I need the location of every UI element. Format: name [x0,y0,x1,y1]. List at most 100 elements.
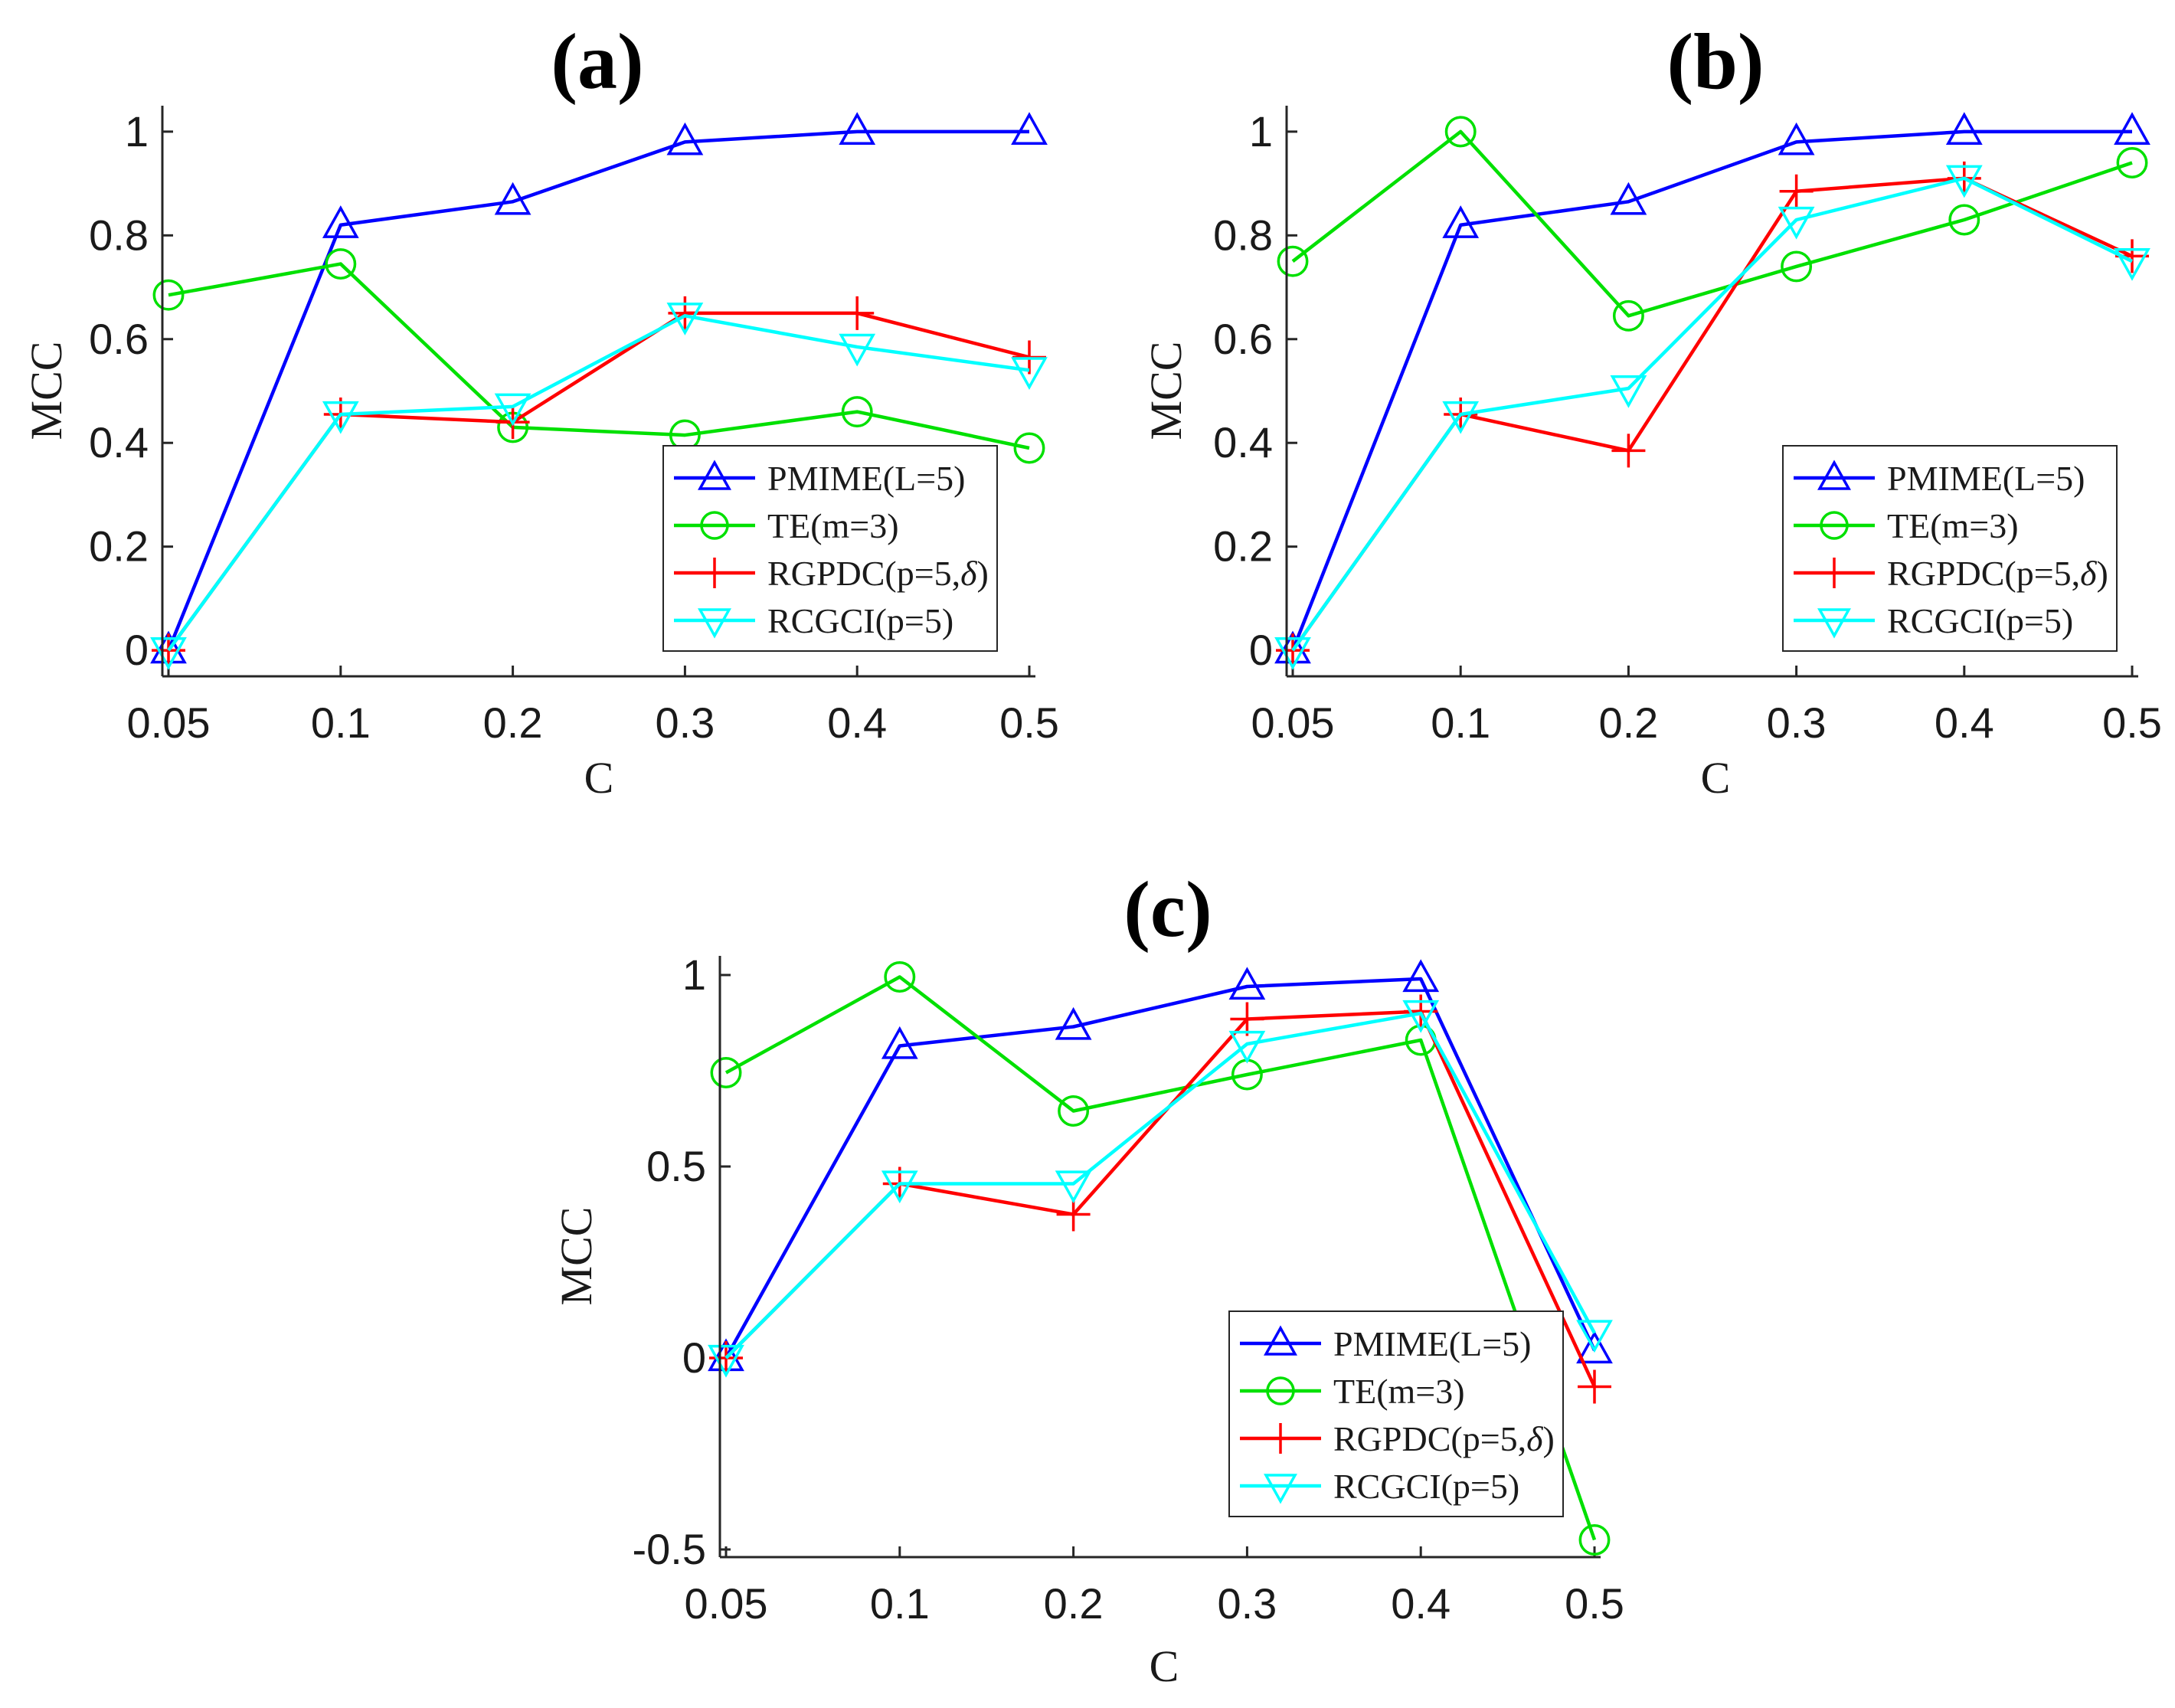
data-point-marker [494,393,531,427]
data-point-marker [884,961,916,993]
legend-entries: PMIME(L=5) TE(m=3) RGPDC(p=5,δ) RCGCI(p=5) [1240,1324,1555,1506]
x-tick-label: 0.1 [870,1579,930,1628]
legend-label: TE(m=3) [1887,506,2019,545]
y-tick-label: 0.5 [646,1142,706,1190]
x-tick-label: 0.3 [1217,1579,1277,1628]
data-point-marker [1611,434,1646,468]
y-tick-label: 0.8 [1213,211,1273,259]
data-point-marker [1578,1524,1611,1556]
legend-label: RCGCI(p=5) [1887,601,2073,640]
x-tick-label: 0.1 [311,699,371,747]
data-point-marker [1610,182,1647,215]
data-point-marker [1442,401,1480,434]
data-point-marker [1576,1320,1613,1353]
data-point-marker [1578,1369,1611,1404]
series-line [1291,176,2133,652]
x-tick-label: 0.2 [483,699,543,747]
data-point-marker [666,122,704,155]
legend-entries: PMIME(L=5) TE(m=3) RGPDC(p=5,δ) RCGCI(p=5) [674,459,989,640]
data-point-marker [1945,165,1983,198]
legend-marker [1265,1423,1296,1454]
legend-marker [1264,1474,1297,1504]
y-tick-label: 0.2 [1213,522,1273,571]
legend-marker [1264,1325,1297,1356]
data-point-marker [1945,112,1983,146]
legend-marker [1820,511,1849,540]
panel-title: (a) [551,18,643,106]
data-point-marker [839,112,876,146]
data-point-marker [1610,375,1647,408]
data-point-marker [1781,250,1813,283]
y-tick-label: -0.5 [633,1525,707,1573]
axis-ticks: 0.05 0.1 0.2 0.3 0.4 0.5 0 0.2 0.4 0.6 0.8 1 [89,107,1059,747]
x-tick-label: 0.05 [127,699,211,747]
series-layer [708,959,1613,1556]
legend-marker [1817,460,1851,490]
x-tick-label: 0.05 [685,1579,768,1628]
data-point-marker [325,248,357,280]
data-point-marker [1442,205,1480,238]
data-point-marker [1013,432,1045,464]
x-tick-label: 0.3 [655,699,715,747]
data-point-marker [1011,357,1048,390]
legend-label: PMIME(L=5) [1887,459,2085,498]
x-tick-label: 0.4 [1391,1579,1451,1628]
legend-box [662,445,998,652]
data-point-marker [1444,116,1477,148]
y-tick-label: 0.4 [1213,418,1273,466]
data-point-marker [1612,299,1644,332]
legend-marker [699,558,730,588]
legend-marker [698,460,731,490]
series-line [166,129,1029,651]
data-point-marker [1228,1030,1266,1064]
y-tick-label: 0 [682,1333,706,1382]
legend: PMIME(L=5) TE(m=3) RGPDC(p=5,δ) RCGCI(p=5) [662,445,998,652]
data-point-marker [1011,112,1048,146]
data-point-marker [322,205,359,238]
x-tick-label: 0.4 [827,699,887,747]
axis-ticks: 0.05 0.1 0.2 0.3 0.4 0.5 0 0.2 0.4 0.6 0.8 1 [1213,107,2162,747]
data-point-marker [1948,204,1980,236]
y-tick-label: 0.6 [1213,315,1273,363]
x-tick-label: 0.1 [1431,699,1490,747]
y-tick-label: 0.8 [89,211,149,259]
x-tick-label: 0.3 [1767,699,1827,747]
data-point-marker [2114,112,2150,146]
legend-label: PMIME(L=5) [767,459,965,498]
panel-title: (c) [1123,865,1212,954]
x-axis-label: C [584,753,614,803]
data-point-marker [1277,245,1309,277]
panel-c: (c) 0.05 0.1 0.2 0.3 0.4 0.5 -0.5 0 0.5 1 C MCC P… [551,865,1624,1691]
legend-marker [1266,1376,1295,1405]
data-point-marker [1230,1002,1264,1036]
x-tick-label: 0.4 [1935,699,1994,747]
panel-a: (a) 0.05 0.1 0.2 0.3 0.4 0.500.20.40.60.81 C … [21,18,1059,803]
data-point-marker [1274,636,1311,670]
legend-label: TE(m=3) [767,506,899,545]
data-point-marker [2114,248,2150,281]
data-point-marker [1402,959,1440,993]
x-tick-label: 0.2 [1598,699,1658,747]
x-axis-label: C [1150,1641,1179,1691]
data-point-marker [881,1026,918,1059]
series-line [1290,129,2132,651]
legend-marker [1819,558,1850,588]
y-tick-label: 0.2 [89,522,149,571]
series-line [724,1011,1596,1360]
data-point-marker [1779,174,1814,208]
x-tick-label: 0.5 [2102,699,2162,747]
legend-label: TE(m=3) [1333,1372,1465,1411]
x-tick-label: 0.2 [1044,1579,1104,1628]
y-tick-label: 1 [682,951,706,999]
data-point-marker [708,1344,744,1378]
data-point-marker [1778,122,1815,155]
series-line [724,975,1597,1541]
x-tick-label: 0.05 [1251,699,1335,747]
legend-label: RGPDC(p=5,δ) [1333,1419,1555,1458]
data-point-marker [1055,1006,1092,1040]
legend-label: RGPDC(p=5,δ) [1887,554,2108,593]
data-point-marker [1058,1095,1090,1127]
series-line [167,314,1030,652]
y-axis-label: MCC [1141,342,1191,440]
